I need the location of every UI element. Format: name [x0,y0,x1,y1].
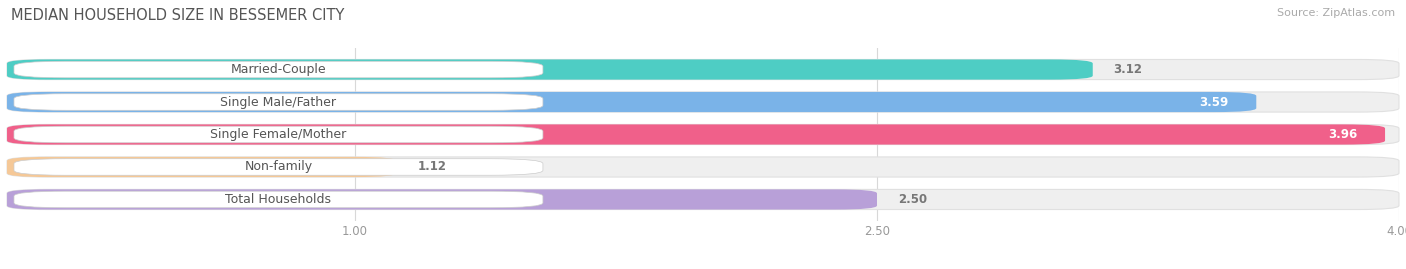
FancyBboxPatch shape [14,191,543,208]
FancyBboxPatch shape [7,157,396,177]
FancyBboxPatch shape [7,59,1399,80]
Text: Source: ZipAtlas.com: Source: ZipAtlas.com [1277,8,1395,18]
Text: Non-family: Non-family [245,161,312,174]
Text: 1.12: 1.12 [418,161,447,174]
Text: Total Households: Total Households [225,193,332,206]
FancyBboxPatch shape [14,159,543,175]
Text: MEDIAN HOUSEHOLD SIZE IN BESSEMER CITY: MEDIAN HOUSEHOLD SIZE IN BESSEMER CITY [11,8,344,23]
FancyBboxPatch shape [7,92,1399,112]
FancyBboxPatch shape [7,92,1257,112]
FancyBboxPatch shape [7,189,1399,210]
Text: Single Female/Mother: Single Female/Mother [211,128,347,141]
Text: 3.96: 3.96 [1327,128,1357,141]
FancyBboxPatch shape [14,126,543,143]
FancyBboxPatch shape [14,61,543,78]
Text: Married-Couple: Married-Couple [231,63,326,76]
Text: 2.50: 2.50 [898,193,927,206]
Text: 3.12: 3.12 [1114,63,1143,76]
FancyBboxPatch shape [7,59,1092,80]
Text: 3.59: 3.59 [1199,95,1229,108]
FancyBboxPatch shape [14,94,543,110]
FancyBboxPatch shape [7,125,1399,144]
Text: Single Male/Father: Single Male/Father [221,95,336,108]
FancyBboxPatch shape [7,189,877,210]
FancyBboxPatch shape [7,125,1385,144]
FancyBboxPatch shape [7,157,1399,177]
